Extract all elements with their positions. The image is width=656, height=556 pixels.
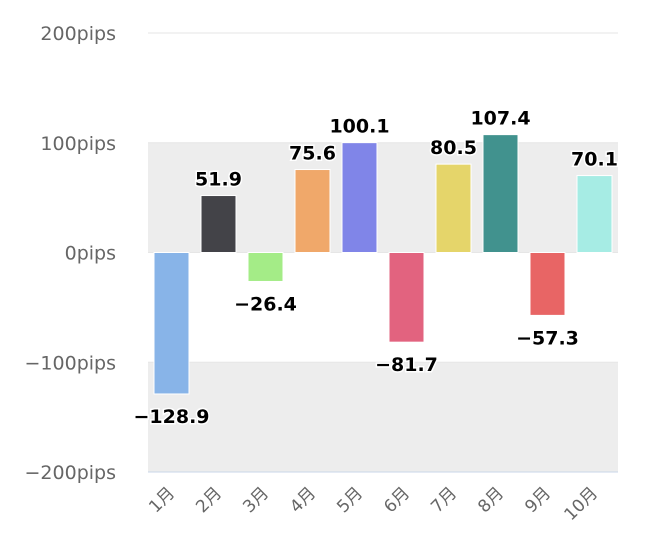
data-label: 107.4 — [470, 108, 530, 130]
x-category-label: 1月 — [145, 483, 179, 517]
bar[interactable] — [200, 195, 237, 253]
y-tick-label: 0pips — [65, 243, 116, 265]
bar[interactable] — [529, 252, 566, 316]
x-category-label: 8月 — [474, 483, 508, 517]
bar[interactable] — [247, 252, 284, 282]
bar[interactable] — [294, 169, 331, 254]
y-axis-tick-labels: 200pips 100pips 0pips −100pips −200pips — [25, 23, 116, 484]
data-label: 51.9 — [195, 169, 242, 191]
data-label: −57.3 — [516, 327, 579, 349]
bar[interactable] — [576, 175, 613, 253]
x-category-label: 2月 — [192, 483, 226, 517]
x-axis-category-labels: 1月 2月 3月 4月 5月 6月 7月 8月 9月 10月 — [145, 483, 602, 524]
y-tick-label: 100pips — [40, 133, 116, 155]
bar[interactable] — [388, 252, 425, 343]
data-label: 75.6 — [289, 143, 336, 165]
data-label: −128.9 — [133, 406, 209, 428]
data-label: −81.7 — [375, 354, 438, 376]
data-labels: −128.9 51.9 −26.4 75.6 100.1 −81.7 80.5 107.4 −5… — [132, 106, 619, 429]
plot-band-1 — [148, 362, 618, 472]
x-category-label: 5月 — [333, 483, 367, 517]
x-category-label: 10月 — [561, 483, 602, 524]
data-label: 70.1 — [571, 149, 618, 171]
bar-series — [153, 134, 613, 395]
bar[interactable] — [435, 163, 472, 253]
x-category-label: 6月 — [380, 483, 414, 517]
bar[interactable] — [153, 252, 190, 395]
bar[interactable] — [482, 134, 519, 253]
data-label: −26.4 — [234, 293, 297, 315]
x-category-label: 7月 — [427, 483, 461, 517]
y-tick-label: 200pips — [40, 23, 116, 45]
y-tick-label: −100pips — [25, 352, 116, 374]
bar[interactable] — [341, 142, 378, 253]
x-category-label: 4月 — [286, 483, 320, 517]
data-label: 100.1 — [329, 116, 389, 138]
data-label: 80.5 — [430, 137, 477, 159]
y-tick-label: −200pips — [25, 462, 116, 484]
x-category-label: 3月 — [239, 483, 273, 517]
x-category-label: 9月 — [521, 483, 555, 517]
